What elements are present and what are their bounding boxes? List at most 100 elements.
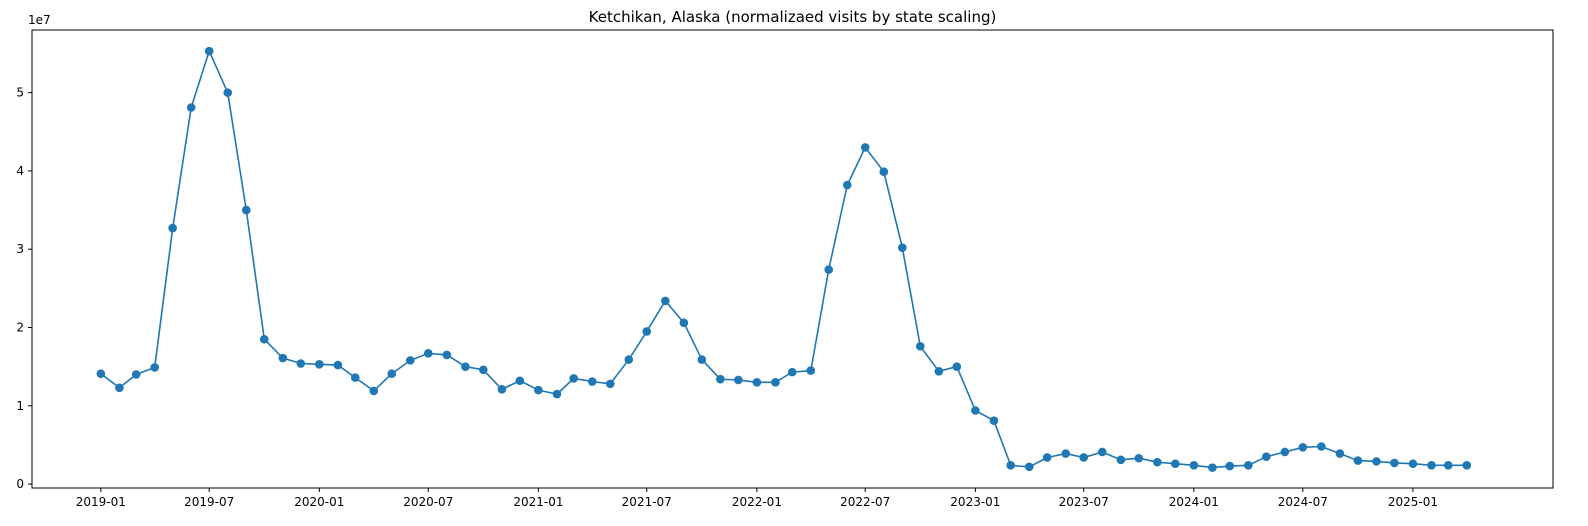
data-point xyxy=(552,389,562,399)
data-point xyxy=(515,376,525,386)
data-point xyxy=(406,356,415,365)
x-tick-label: 2025-01 xyxy=(1388,495,1438,509)
data-point xyxy=(1061,449,1071,458)
x-tick-label: 2023-01 xyxy=(950,495,1000,509)
data-point xyxy=(423,349,433,358)
data-point xyxy=(661,296,670,306)
data-point xyxy=(350,373,360,382)
data-point xyxy=(787,367,797,377)
data-point xyxy=(461,362,470,371)
data-point xyxy=(716,374,725,384)
data-point xyxy=(534,385,543,395)
data-point xyxy=(442,350,452,360)
x-tick-label: 2020-07 xyxy=(403,495,453,509)
x-tick-label: 2024-01 xyxy=(1169,495,1219,509)
x-tick-label: 2023-07 xyxy=(1059,495,1109,509)
data-point xyxy=(1353,456,1363,465)
data-point xyxy=(752,378,762,387)
plot-area: 0 1 2 3 4 5 2019-01 2019-07 2020-01 2020-07 2021-0… xyxy=(16,29,1554,509)
data-point xyxy=(898,243,907,252)
data-point xyxy=(1317,442,1326,451)
y-tick-label: 5 xyxy=(16,86,24,100)
data-point xyxy=(131,370,141,379)
data-point xyxy=(223,88,233,97)
data-point xyxy=(842,180,852,190)
data-point xyxy=(1189,460,1199,470)
data-point xyxy=(1244,460,1253,470)
data-point xyxy=(734,375,743,385)
data-point xyxy=(1134,453,1144,463)
data-point xyxy=(150,363,160,372)
data-point xyxy=(479,365,488,375)
data-point xyxy=(642,327,652,336)
data-point xyxy=(624,355,634,364)
data-point xyxy=(1298,442,1308,452)
data-point xyxy=(497,385,507,394)
data-point xyxy=(1042,453,1052,462)
data-point xyxy=(806,366,816,375)
data-point xyxy=(605,379,615,389)
series-line xyxy=(100,48,1467,469)
data-point xyxy=(186,103,196,112)
x-tick-label: 2021-07 xyxy=(622,495,672,509)
data-point xyxy=(697,355,707,364)
y-tick-label: 0 xyxy=(16,477,24,491)
data-point xyxy=(1335,449,1345,458)
y-tick-label: 2 xyxy=(16,321,24,335)
data-point xyxy=(1170,459,1180,469)
data-point xyxy=(204,46,214,56)
data-point xyxy=(369,386,379,396)
y-tick-label: 4 xyxy=(16,164,24,178)
data-point xyxy=(1372,457,1381,466)
data-point xyxy=(1427,460,1436,470)
data-point xyxy=(1443,460,1453,470)
y-axis-offset-label: 1e7 xyxy=(28,13,51,27)
data-point xyxy=(1097,447,1107,457)
data-point xyxy=(1116,455,1126,465)
x-tick-label: 2019-01 xyxy=(76,495,126,509)
y-tick-label: 1 xyxy=(16,399,24,413)
data-point xyxy=(1006,460,1015,470)
chart-title: Ketchikan, Alaska (normalizaed visits by… xyxy=(589,8,997,26)
data-point xyxy=(1280,447,1290,457)
x-tick-label: 2019-07 xyxy=(184,495,234,509)
data-point xyxy=(1208,463,1217,472)
data-point xyxy=(168,223,177,233)
data-point xyxy=(1408,459,1418,469)
data-point xyxy=(915,341,925,351)
data-point xyxy=(1261,452,1271,461)
data-point xyxy=(1390,458,1399,468)
x-tick-label: 2020-01 xyxy=(294,495,344,509)
plot-frame xyxy=(31,29,1554,489)
data-point xyxy=(1153,457,1162,467)
data-point xyxy=(296,359,306,368)
x-tick-label: 2022-07 xyxy=(840,495,890,509)
data-point xyxy=(1462,460,1472,470)
y-tick-label: 3 xyxy=(16,242,24,256)
data-point xyxy=(952,362,962,371)
data-point xyxy=(259,334,269,344)
data-point xyxy=(971,406,980,415)
data-point xyxy=(278,353,288,363)
data-point xyxy=(1024,462,1034,472)
data-point xyxy=(569,374,579,383)
data-point xyxy=(115,383,124,393)
data-point xyxy=(989,416,999,425)
data-point xyxy=(96,369,106,378)
data-point xyxy=(241,205,251,215)
data-point xyxy=(771,378,780,387)
data-point xyxy=(315,360,324,369)
data-point xyxy=(879,167,889,177)
x-tick-label: 2021-01 xyxy=(513,495,563,509)
x-tick-label: 2022-01 xyxy=(732,495,782,509)
data-point xyxy=(1225,461,1235,471)
data-point xyxy=(587,377,597,386)
data-point xyxy=(679,318,689,328)
data-point xyxy=(860,143,870,152)
data-point xyxy=(1079,453,1089,462)
data-point xyxy=(387,369,397,378)
x-tick-label: 2024-07 xyxy=(1278,495,1328,509)
data-point xyxy=(934,367,944,376)
